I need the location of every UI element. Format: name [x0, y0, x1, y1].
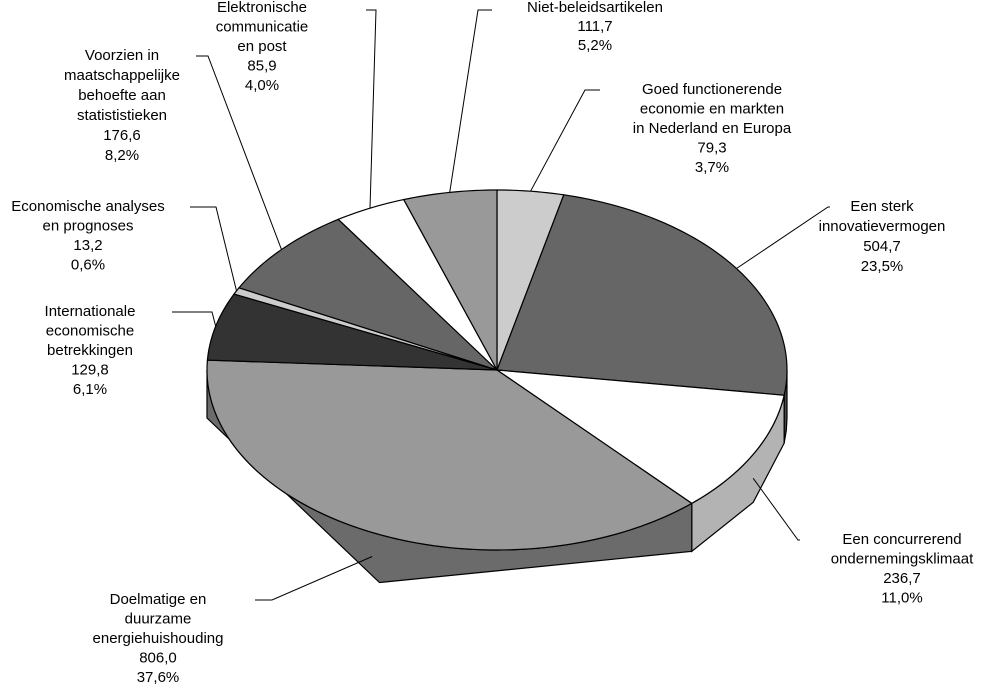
leader-line	[736, 206, 830, 269]
value-label: 176,6	[103, 127, 141, 144]
category-label: behoefte aan	[78, 87, 166, 104]
category-label: communicatie	[216, 18, 309, 35]
category-label: en post	[237, 38, 287, 55]
value-label: 79,3	[697, 139, 726, 156]
share-label: 8,2%	[105, 147, 139, 164]
category-label: duurzame	[125, 610, 192, 627]
share-label: 4,0%	[245, 77, 279, 94]
category-label: energiehuishouding	[93, 630, 224, 647]
category-label: economie en markten	[640, 100, 784, 117]
slice	[402, 189, 498, 371]
leader-line	[255, 556, 373, 601]
value-label: 236,7	[883, 570, 921, 587]
leader-line	[172, 311, 217, 327]
share-label: 3,7%	[695, 159, 729, 176]
category-label: Een sterk	[850, 198, 914, 215]
value-label: 504,7	[863, 238, 901, 255]
category-label: Economische analyses	[11, 198, 164, 215]
category-label: ondernemingsklimaat	[831, 550, 974, 567]
share-label: 11,0%	[881, 589, 922, 606]
slice	[494, 369, 785, 505]
category-label: Voorzien in	[85, 47, 159, 64]
value-label: 806,0	[139, 649, 177, 666]
leader-line	[196, 55, 282, 250]
category-label: maatschappelijke	[64, 67, 180, 84]
category-label: statististieken	[77, 107, 167, 124]
slice	[206, 359, 693, 551]
category-label: betrekkingen	[47, 342, 133, 359]
category-label: Een concurrerend	[842, 531, 961, 548]
value-label: 129,8	[71, 361, 109, 378]
category-label: Niet-beleidsartikelen	[527, 0, 663, 16]
share-label: 5,2%	[578, 37, 612, 54]
category-label: Elektronische	[217, 0, 307, 16]
leader-line	[752, 478, 800, 541]
category-label: Goed functionerende	[642, 81, 782, 98]
leader-line	[366, 9, 377, 209]
share-label: 23,5%	[861, 258, 904, 275]
category-label: economische	[46, 322, 134, 339]
leader-line	[530, 89, 600, 192]
share-label: 37,6%	[137, 669, 180, 684]
category-label: en prognoses	[43, 217, 134, 234]
category-label: Doelmatige en	[110, 591, 207, 608]
category-label: in Nederland en Europa	[633, 120, 792, 137]
category-label: Internationale	[45, 303, 136, 320]
leader-line	[190, 206, 237, 292]
leader-line	[449, 9, 492, 193]
value-label: 13,2	[73, 237, 102, 254]
share-label: 6,1%	[73, 381, 107, 398]
value-label: 111,7	[577, 18, 612, 35]
category-label: innovatievermogen	[819, 218, 946, 235]
value-label: 85,9	[247, 57, 276, 74]
share-label: 0,6%	[71, 256, 105, 273]
